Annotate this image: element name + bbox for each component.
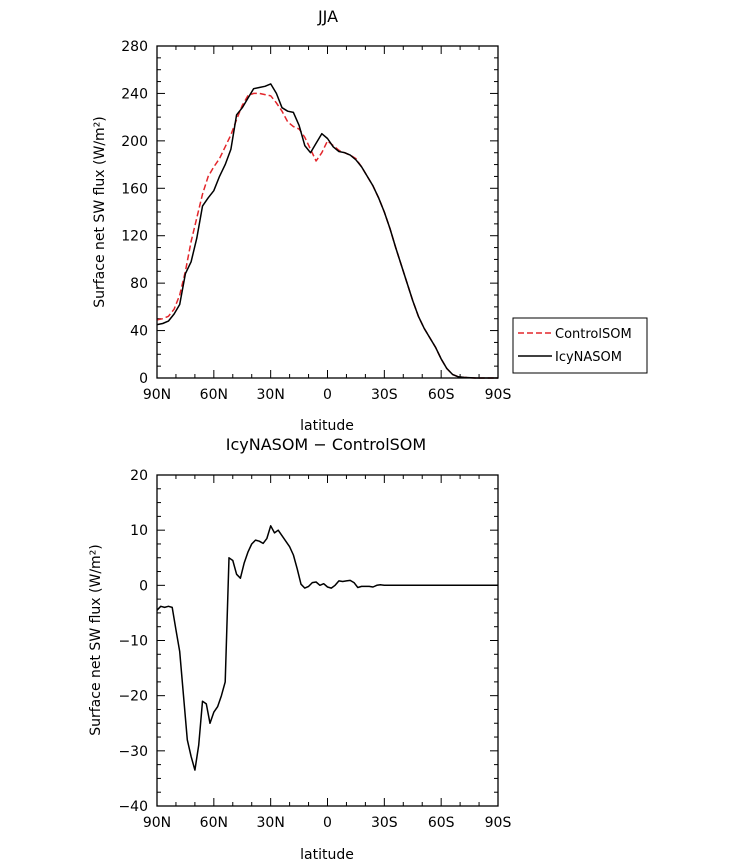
series-line-difference <box>156 525 498 771</box>
y-tick-label: −20 <box>118 689 148 705</box>
legend: ControlSOM IcyNASOM <box>512 317 648 374</box>
y-tick-label: 240 <box>121 86 148 102</box>
y-tick-label: −10 <box>118 634 148 650</box>
y-tick-label: 200 <box>121 134 148 150</box>
legend-box <box>512 317 648 374</box>
plot-frame <box>156 474 499 807</box>
y-tick-label: 280 <box>121 39 148 55</box>
series-line-controlsom <box>156 92 498 379</box>
legend-label-controlsom: ControlSOM <box>555 327 632 342</box>
y-tick-label: 0 <box>139 371 148 387</box>
chart-title: JJA <box>317 7 338 26</box>
x-tick-label: 0 <box>323 815 332 831</box>
x-tick-label: 30S <box>371 387 398 403</box>
y-tick-label: 40 <box>130 324 148 340</box>
x-tick-label: 30S <box>371 815 398 831</box>
legend-label-icynasom: IcyNASOM <box>555 350 622 365</box>
x-tick-label: 60S <box>428 815 455 831</box>
plot-frame <box>156 45 499 379</box>
x-tick-label: 30N <box>257 387 285 403</box>
y-tick-label: 20 <box>130 468 148 484</box>
y-tick-label: 160 <box>121 181 148 197</box>
chart-panel-top: JJA 90N 60N 30N 0 30S 60S 90S 0 40 80 120 160 200 240… <box>92 7 511 434</box>
y-tick-label: 80 <box>130 276 148 292</box>
chart-title: IcyNASOM − ControlSOM <box>226 435 426 454</box>
x-tick-label: 60N <box>200 815 228 831</box>
chart-panel-bottom: IcyNASOM − ControlSOM 90N 60N 30N 0 30S 60S 90… <box>88 435 511 863</box>
y-tick-label: 120 <box>121 229 148 245</box>
series-line-icynasom <box>156 83 498 379</box>
y-tick-label: 0 <box>139 578 148 594</box>
x-tick-label: 90S <box>485 387 512 403</box>
x-axis-label: latitude <box>300 418 354 434</box>
y-axis-label: Surface net SW flux (W/m²) <box>88 544 104 736</box>
x-tick-label: 90N <box>143 815 171 831</box>
x-axis-label: latitude <box>300 847 354 863</box>
y-axis-label: Surface net SW flux (W/m²) <box>92 116 108 308</box>
x-tick-label: 60N <box>200 387 228 403</box>
x-tick-label: 0 <box>323 387 332 403</box>
y-tick-label: −40 <box>118 799 148 815</box>
x-tick-label: 60S <box>428 387 455 403</box>
x-tick-label: 90S <box>485 815 512 831</box>
y-tick-label: −30 <box>118 744 148 760</box>
y-tick-label: 10 <box>130 523 148 539</box>
x-tick-label: 30N <box>257 815 285 831</box>
x-tick-label: 90N <box>143 387 171 403</box>
